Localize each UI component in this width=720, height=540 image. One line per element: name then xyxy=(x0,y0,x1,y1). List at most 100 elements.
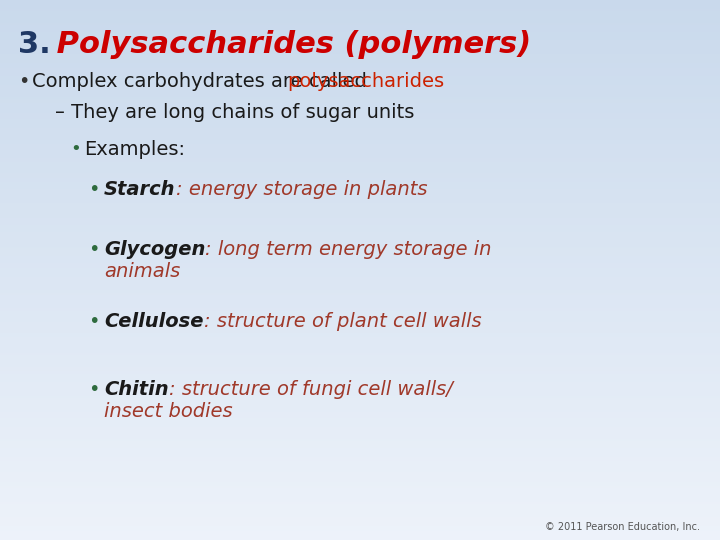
Bar xyxy=(0,180,720,182)
Bar xyxy=(0,155,720,157)
Bar xyxy=(0,160,720,162)
Bar xyxy=(0,373,720,374)
Bar xyxy=(0,437,720,439)
Bar xyxy=(0,409,720,410)
Bar xyxy=(0,331,720,333)
Bar xyxy=(0,211,720,212)
Bar xyxy=(0,128,720,130)
Bar xyxy=(0,173,720,174)
Bar xyxy=(0,454,720,455)
Bar xyxy=(0,351,720,353)
Bar xyxy=(0,382,720,383)
Bar xyxy=(0,502,720,504)
Bar xyxy=(0,7,720,9)
Bar xyxy=(0,63,720,65)
Bar xyxy=(0,529,720,531)
Bar xyxy=(0,495,720,497)
Bar xyxy=(0,301,720,302)
Bar xyxy=(0,49,720,50)
Bar xyxy=(0,65,720,66)
Bar xyxy=(0,135,720,137)
Bar xyxy=(0,263,720,265)
Bar xyxy=(0,214,720,216)
Bar xyxy=(0,531,720,533)
Bar xyxy=(0,414,720,416)
Text: Cellulose: Cellulose xyxy=(104,312,204,331)
Bar xyxy=(0,42,720,43)
Bar xyxy=(0,139,720,140)
Bar xyxy=(0,427,720,428)
Text: animals: animals xyxy=(104,262,180,281)
Bar xyxy=(0,5,720,7)
Bar xyxy=(0,347,720,349)
Bar xyxy=(0,177,720,178)
Text: : energy storage in plants: : energy storage in plants xyxy=(176,180,427,199)
Bar xyxy=(0,344,720,346)
Text: Examples:: Examples: xyxy=(84,140,185,159)
Bar xyxy=(0,29,720,31)
Bar xyxy=(0,103,720,104)
Bar xyxy=(0,452,720,454)
Bar xyxy=(0,493,720,495)
Bar xyxy=(0,178,720,180)
Text: : structure of fungi cell walls/: : structure of fungi cell walls/ xyxy=(168,380,452,399)
Bar xyxy=(0,2,720,4)
Bar xyxy=(0,43,720,45)
Bar xyxy=(0,363,720,366)
Bar xyxy=(0,412,720,414)
Bar xyxy=(0,22,720,23)
Bar xyxy=(0,340,720,342)
Bar xyxy=(0,248,720,250)
Bar xyxy=(0,34,720,36)
Bar xyxy=(0,252,720,254)
Bar xyxy=(0,405,720,407)
Bar xyxy=(0,463,720,464)
Bar xyxy=(0,369,720,371)
Bar xyxy=(0,270,720,272)
Bar xyxy=(0,147,720,150)
Bar xyxy=(0,241,720,243)
Bar xyxy=(0,142,720,144)
Bar xyxy=(0,31,720,32)
Bar xyxy=(0,255,720,258)
Bar xyxy=(0,231,720,232)
Bar xyxy=(0,533,720,535)
Bar xyxy=(0,76,720,77)
Bar xyxy=(0,506,720,508)
Bar xyxy=(0,479,720,481)
Bar xyxy=(0,425,720,427)
Bar xyxy=(0,538,720,540)
Bar xyxy=(0,299,720,301)
Bar xyxy=(0,77,720,79)
Text: •: • xyxy=(70,140,81,158)
Bar xyxy=(0,484,720,486)
Bar xyxy=(0,207,720,209)
Bar xyxy=(0,353,720,355)
Text: •: • xyxy=(88,180,99,199)
Bar xyxy=(0,96,720,97)
Bar xyxy=(0,36,720,38)
Bar xyxy=(0,274,720,275)
Bar xyxy=(0,535,720,536)
Text: Glycogen: Glycogen xyxy=(104,240,205,259)
Bar xyxy=(0,290,720,292)
Bar xyxy=(0,15,720,16)
Bar xyxy=(0,212,720,214)
Bar xyxy=(0,279,720,281)
Bar xyxy=(0,196,720,198)
Bar xyxy=(0,131,720,133)
Bar xyxy=(0,349,720,351)
Bar xyxy=(0,25,720,27)
Bar xyxy=(0,320,720,322)
Bar xyxy=(0,513,720,515)
Bar xyxy=(0,92,720,93)
Bar xyxy=(0,304,720,306)
Bar xyxy=(0,74,720,76)
Text: Complex carbohydrates are called: Complex carbohydrates are called xyxy=(32,72,373,91)
Bar xyxy=(0,268,720,270)
Bar xyxy=(0,295,720,297)
Bar xyxy=(0,39,720,42)
Text: Chitin: Chitin xyxy=(104,380,168,399)
Text: © 2011 Pearson Education, Inc.: © 2011 Pearson Education, Inc. xyxy=(545,522,700,532)
Bar xyxy=(0,328,720,329)
